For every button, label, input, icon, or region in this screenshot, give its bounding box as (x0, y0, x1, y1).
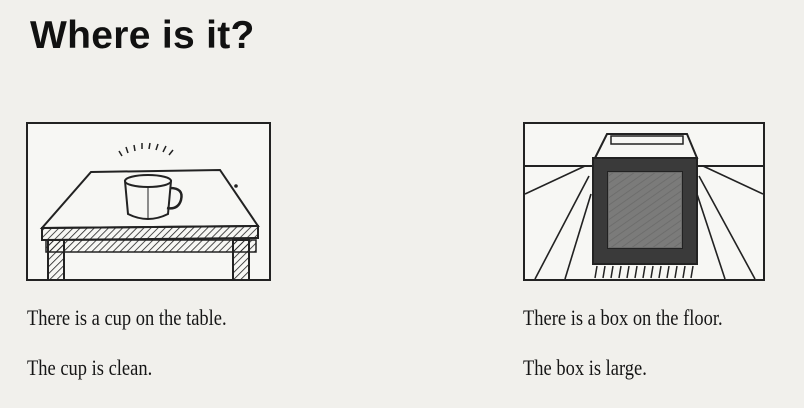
cup-sentence-2: The cup is clean. (27, 355, 153, 380)
box-on-floor-illustration (523, 122, 765, 281)
box-sentence-1: There is a box on the floor. (523, 305, 723, 330)
slide-title: Where is it? (30, 14, 255, 57)
cup-on-table-icon (39, 142, 260, 279)
cup-on-table-illustration (26, 122, 271, 281)
box-sentence-2: The box is large. (523, 355, 647, 380)
box-on-floor-icon (525, 133, 763, 279)
cup-sentence-1: There is a cup on the table. (27, 305, 227, 330)
